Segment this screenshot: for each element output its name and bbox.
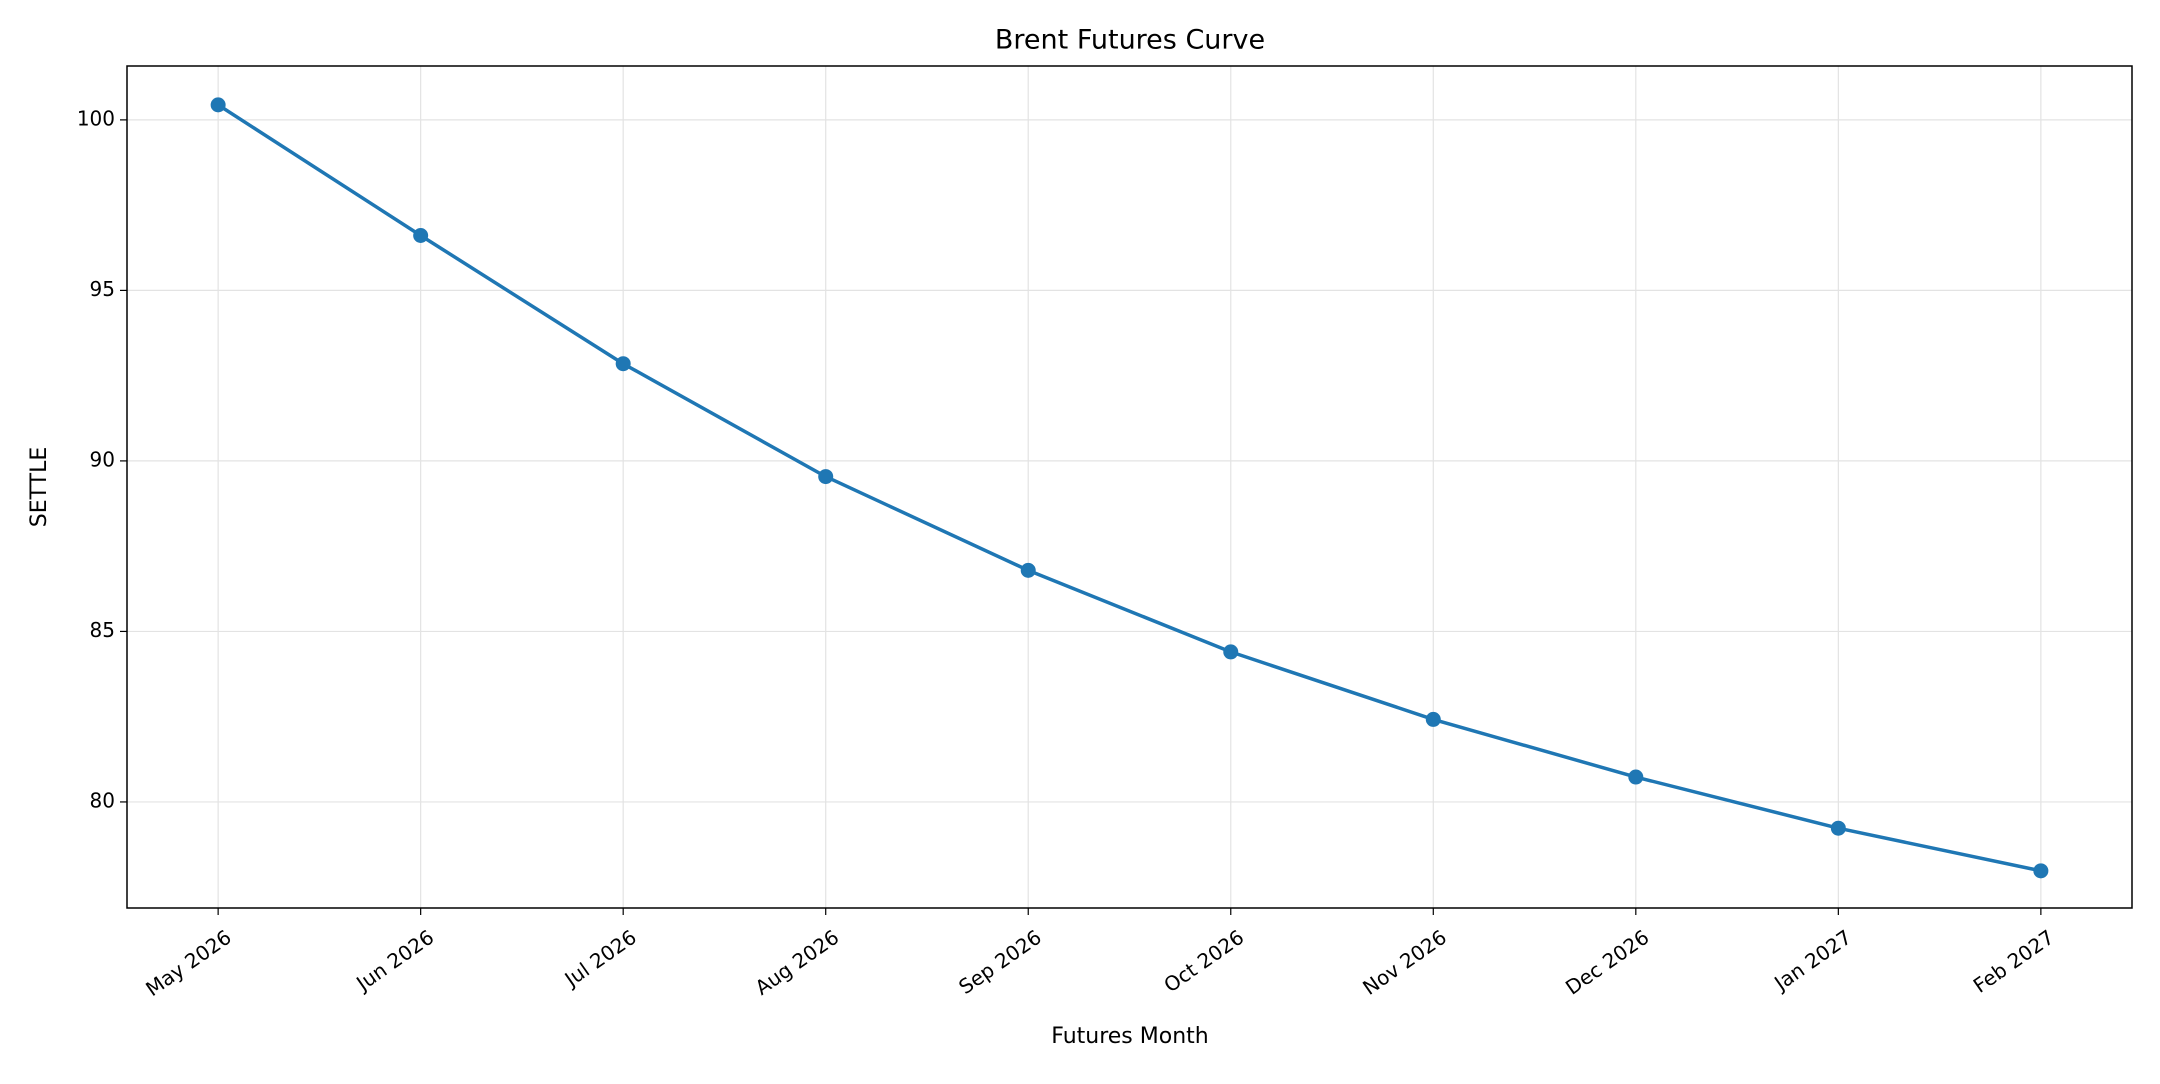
chart-title: Brent Futures Curve xyxy=(995,25,1265,56)
plot-frame xyxy=(126,65,2133,909)
line xyxy=(217,103,2042,873)
point xyxy=(1830,820,1846,836)
y-tick-label: 90 xyxy=(90,447,115,471)
point xyxy=(1020,562,1036,578)
y-tick-label: 80 xyxy=(90,788,115,812)
point xyxy=(818,469,834,485)
x-axis-label: Futures Month xyxy=(1051,1024,1208,1049)
point xyxy=(210,97,226,113)
y-tick-label: 100 xyxy=(77,106,115,130)
point xyxy=(615,356,631,372)
point xyxy=(1223,644,1239,660)
y-axis-label: SETTLE xyxy=(27,447,52,528)
point xyxy=(1628,769,1644,785)
point xyxy=(2033,863,2049,879)
y-tick-label: 85 xyxy=(90,618,115,642)
point xyxy=(1425,711,1441,727)
point xyxy=(413,227,429,243)
y-tick-label: 95 xyxy=(90,277,115,301)
